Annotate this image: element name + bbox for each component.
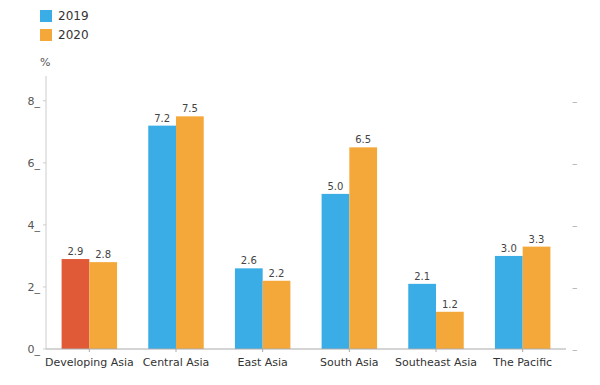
x-tick-label: Southeast Asia [395, 356, 477, 369]
legend-label: 2020 [58, 28, 89, 42]
bar [436, 312, 464, 349]
y-tick [43, 224, 46, 225]
legend: 2019 2020 [40, 9, 89, 42]
y2-tick-label: – [572, 157, 578, 170]
data-labels: 2.9 7.2 2.6 5.0 2.1 3.0 2.8 7.5 2.2 6.5 1.2 3.3 [68, 103, 545, 309]
y-tick [43, 286, 46, 287]
bar [235, 268, 263, 349]
y2-tick-label: – [572, 281, 578, 294]
data-label: 2.1 [414, 271, 430, 282]
x-axis-line [46, 349, 566, 350]
data-label: 1.2 [442, 299, 458, 310]
data-label: 3.0 [501, 243, 517, 254]
x-tick-label: East Asia [238, 356, 288, 369]
data-label: 5.0 [328, 181, 344, 192]
bar [322, 194, 350, 349]
x-tick [349, 349, 350, 352]
x-tick-label: South Asia [320, 356, 379, 369]
x-tick [89, 349, 90, 352]
x-tick-label: Developing Asia [45, 356, 134, 369]
bar [89, 262, 117, 349]
bar [62, 259, 90, 349]
bar [495, 256, 523, 349]
y-tick [43, 162, 46, 163]
chart: 0_ 2_ 4_ 6_ 8_ – – – – –% 2.9 7.2 2.6 5.0 2.1 3.0 2.8 7.5… [0, 0, 600, 385]
data-label: 7.5 [182, 103, 198, 114]
data-label: 6.5 [355, 134, 371, 145]
bar [523, 247, 551, 349]
data-label: 2.8 [95, 249, 111, 260]
x-tick-label: Central Asia [143, 356, 210, 369]
legend-label: 2019 [58, 9, 89, 23]
bar [349, 147, 377, 349]
y-tick-label: 0_ [28, 343, 41, 356]
y-tick-label: 6_ [28, 157, 41, 170]
data-label: 2.6 [241, 255, 257, 266]
x-tick [262, 349, 263, 352]
bar [408, 284, 436, 349]
legend-swatch [40, 10, 52, 22]
x-tick [522, 349, 523, 352]
y-tick-label: 4_ [28, 219, 41, 232]
data-label: 3.3 [529, 234, 545, 245]
x-tick-label: The Pacific [492, 356, 552, 369]
y-tick-label: 8_ [28, 95, 41, 108]
data-label: 7.2 [154, 113, 170, 124]
y2-tick-label: – [572, 95, 578, 108]
y-tick [43, 349, 46, 350]
data-label: 2.9 [68, 246, 84, 257]
y-axis-line [46, 76, 47, 349]
bar [176, 116, 204, 349]
bar [263, 281, 291, 349]
y-axis-label: % [40, 56, 50, 69]
y-tick-label: 2_ [28, 281, 41, 294]
bars [62, 116, 551, 349]
y2-tick-label: – [572, 219, 578, 232]
legend-swatch [40, 29, 52, 41]
y-tick [43, 100, 46, 101]
x-tick [436, 349, 437, 352]
data-label: 2.2 [269, 268, 285, 279]
bar [148, 126, 176, 349]
y2-tick-label: – [572, 343, 578, 356]
x-tick [176, 349, 177, 352]
